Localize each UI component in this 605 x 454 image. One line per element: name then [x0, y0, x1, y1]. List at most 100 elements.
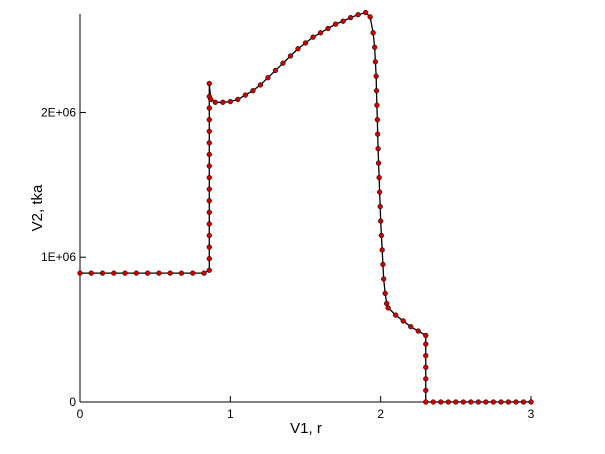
data-point	[206, 163, 212, 169]
data-point	[372, 59, 379, 65]
data-point	[376, 174, 382, 181]
data-point	[122, 270, 128, 276]
data-point	[235, 96, 241, 103]
data-point	[505, 399, 512, 405]
data-point	[483, 399, 489, 405]
data-point	[317, 30, 324, 36]
data-point	[220, 99, 226, 105]
data-point	[178, 270, 185, 276]
data-point	[380, 261, 386, 268]
x-tick-label: 2	[377, 407, 384, 421]
data-point	[88, 270, 94, 276]
data-point	[375, 145, 381, 152]
y-axis-label: V2, tka	[29, 184, 46, 231]
data-point	[378, 218, 384, 224]
series-line	[80, 11, 531, 403]
data-point	[453, 399, 459, 405]
data-point	[385, 305, 391, 311]
data-point	[347, 14, 354, 21]
data-point	[77, 270, 83, 276]
data-point	[206, 186, 212, 192]
y-tick-label: 0	[69, 395, 76, 409]
data-point	[430, 399, 436, 405]
data-point	[490, 399, 497, 405]
data-point	[133, 270, 140, 276]
data-point	[423, 353, 429, 359]
data-point	[423, 376, 429, 382]
data-point	[325, 25, 331, 32]
data-point	[423, 387, 429, 394]
data-point	[257, 82, 264, 88]
data-point	[400, 318, 406, 324]
data-point	[242, 92, 249, 98]
y-tick-label: 1E+06	[41, 250, 76, 264]
data-point	[206, 244, 212, 250]
data-point	[302, 40, 309, 46]
data-point	[375, 131, 381, 137]
data-point	[415, 328, 421, 334]
data-point	[280, 60, 286, 66]
y-tick-label: 2E+06	[41, 105, 76, 119]
data-point	[362, 9, 369, 16]
data-point	[206, 128, 212, 134]
data-point	[377, 203, 383, 210]
data-point	[212, 99, 218, 105]
data-point	[378, 232, 385, 239]
data-point	[156, 270, 162, 276]
data-point	[528, 399, 534, 405]
data-point	[475, 399, 482, 405]
data-point	[145, 270, 151, 276]
x-axis-label: V1, r	[290, 420, 322, 437]
data-point	[381, 276, 387, 282]
data-point	[373, 88, 380, 94]
data-point	[206, 80, 212, 87]
data-point	[376, 189, 383, 195]
data-point	[206, 151, 212, 158]
data-point	[370, 30, 376, 36]
data-point	[208, 96, 214, 103]
data-point	[250, 88, 256, 94]
data-point	[374, 102, 380, 108]
data-point	[423, 364, 429, 370]
data-point	[295, 46, 301, 52]
data-point	[372, 44, 378, 50]
data-point	[374, 117, 381, 123]
data-point	[340, 18, 346, 24]
data-point	[355, 12, 361, 18]
data-point	[375, 160, 382, 166]
data-point	[206, 117, 212, 123]
data-point	[423, 332, 429, 339]
data-point	[513, 399, 519, 405]
data-point	[367, 14, 373, 20]
data-point	[423, 399, 429, 405]
data-point	[423, 341, 429, 347]
data-point	[111, 270, 117, 276]
data-point	[265, 75, 271, 81]
data-point	[206, 256, 212, 262]
data-point	[272, 67, 279, 74]
data-point	[201, 270, 207, 276]
x-tick-label: 0	[77, 407, 84, 421]
data-point	[206, 105, 212, 111]
data-point	[408, 324, 414, 330]
data-point	[445, 399, 451, 405]
data-point	[460, 399, 467, 405]
data-point	[520, 399, 527, 405]
data-point	[287, 53, 294, 59]
data-point	[379, 247, 385, 253]
data-point	[206, 140, 212, 146]
data-point	[167, 270, 173, 276]
data-point	[373, 73, 379, 79]
x-tick-label: 3	[528, 407, 535, 421]
data-point	[227, 98, 233, 105]
data-point	[332, 21, 339, 27]
x-tick-label: 1	[227, 407, 234, 421]
data-point	[206, 174, 212, 181]
data-point	[206, 267, 212, 273]
data-point	[468, 399, 474, 405]
data-point	[206, 232, 212, 239]
data-point	[384, 300, 390, 307]
data-point	[393, 312, 399, 318]
data-point	[382, 290, 388, 297]
